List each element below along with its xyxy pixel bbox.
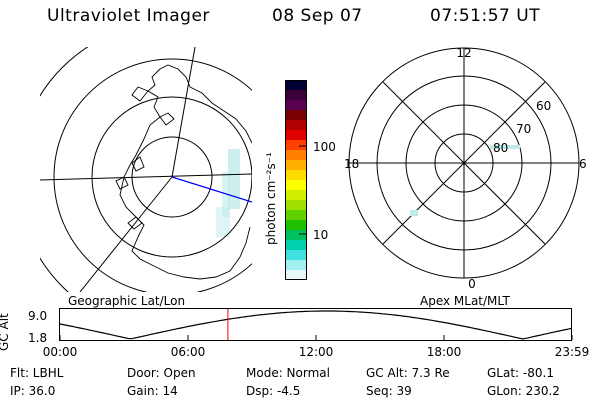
mag-panel-label: Apex MLat/MLT xyxy=(420,294,510,308)
colorbar-stripe xyxy=(285,270,307,280)
lon-line xyxy=(171,47,196,178)
glon-info: GLon: 230.2 xyxy=(487,384,560,398)
colorbar-stripe xyxy=(285,260,307,271)
colorbar xyxy=(285,80,307,280)
lat-circle xyxy=(53,58,252,292)
coastline xyxy=(131,156,145,172)
polar-plot: 12 18 6 0 60 70 80 xyxy=(344,46,587,291)
coastline xyxy=(115,176,129,190)
colorbar-unit-label: photon cm⁻²s⁻¹ xyxy=(264,152,278,245)
lat-circle xyxy=(40,47,89,292)
gc-alt-info: GC Alt: 7.3 Re xyxy=(366,366,450,380)
glat-info: GLat: -80.1 xyxy=(487,366,554,380)
date-label: 08 Sep 07 xyxy=(272,6,363,26)
mlt-label-top: 12 xyxy=(456,46,471,60)
satellite-track xyxy=(171,176,252,203)
mlat-label: 70 xyxy=(516,122,531,136)
colorbar-stripe xyxy=(285,140,307,151)
colorbar-stripe xyxy=(285,200,307,211)
aurora-patch xyxy=(490,145,520,149)
time-label: 07:51:57 UT xyxy=(430,6,541,26)
lat-circle xyxy=(91,96,252,258)
orbit-altitude-curve xyxy=(59,310,573,340)
mlt-label-left: 18 xyxy=(344,157,359,171)
lat-circle xyxy=(40,47,252,292)
seq-info: Seq: 39 xyxy=(366,384,412,398)
coastline xyxy=(159,112,175,126)
mlat-label: 60 xyxy=(536,99,551,113)
colorbar-stripe xyxy=(285,80,307,91)
colorbar-stripe xyxy=(285,220,307,231)
mlt-label-bottom: 0 xyxy=(468,277,476,291)
instrument-title: Ultraviolet Imager xyxy=(47,6,210,26)
ip-info: IP: 36.0 xyxy=(10,384,56,398)
colorbar-stripe xyxy=(285,150,307,161)
colorbar-stripe xyxy=(285,230,307,241)
aurora-patch xyxy=(410,210,418,216)
colorbar-stripe xyxy=(285,170,307,181)
coastline xyxy=(189,86,252,144)
colorbar-stripe xyxy=(285,180,307,191)
coastline xyxy=(119,68,251,280)
mlat-label: 80 xyxy=(493,141,508,155)
timeline-xtick-label: 12:00 xyxy=(298,345,334,359)
colorbar-stripe xyxy=(285,130,307,141)
colorbar-stripe xyxy=(285,100,307,111)
colorbar-stripe xyxy=(285,240,307,251)
colorbar-stripe xyxy=(285,160,307,171)
colorbar-stripe xyxy=(285,190,307,201)
geographic-map xyxy=(40,47,252,292)
timeline-ylabel: GC Alt xyxy=(0,313,11,351)
timeline-ytick-bottom: 1.8 xyxy=(28,331,47,345)
colorbar-stripe xyxy=(285,250,307,261)
dsp-info: Dsp: -4.5 xyxy=(246,384,301,398)
colorbar-stripe xyxy=(285,210,307,221)
lon-line xyxy=(40,173,252,181)
filter-info: Flt: LBHL xyxy=(10,366,64,380)
colorbar-tick-label: 100 xyxy=(313,140,336,154)
timeline-xtick-label: 00:00 xyxy=(42,345,78,359)
coastline xyxy=(131,86,149,102)
coastline xyxy=(127,216,143,230)
colorbar-stripe xyxy=(285,90,307,101)
timeline-xtick-label: 18:00 xyxy=(426,345,462,359)
mode-info: Mode: Normal xyxy=(246,366,330,380)
gain-info: Gain: 14 xyxy=(127,384,178,398)
colorbar-stripe xyxy=(285,110,307,121)
colorbar-tick-label: 10 xyxy=(313,228,329,242)
mlt-label-right: 6 xyxy=(579,157,587,171)
door-info: Door: Open xyxy=(127,366,196,380)
timeline-plot: GC Alt 9.0 1.8 xyxy=(0,308,573,351)
timeline-xtick-label: 23:59 xyxy=(554,345,590,359)
geo-panel-label: Geographic Lat/Lon xyxy=(68,294,186,308)
lon-line xyxy=(79,176,173,292)
timeline-xtick-label: 06:00 xyxy=(170,345,206,359)
coastline xyxy=(159,64,191,88)
mlt-line xyxy=(382,81,546,245)
timeline-ytick-top: 9.0 xyxy=(28,309,47,323)
colorbar-stripe xyxy=(285,120,307,131)
